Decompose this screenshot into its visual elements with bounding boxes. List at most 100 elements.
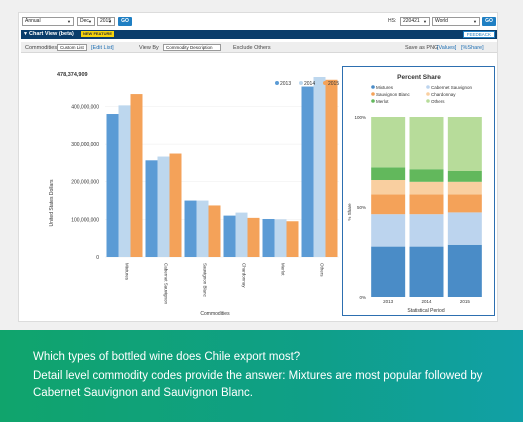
go-button[interactable]: GO — [118, 17, 132, 26]
stack-segment-Mixtures[interactable] — [371, 246, 406, 297]
bar-2015[interactable] — [208, 205, 221, 257]
chevron-down-icon: ▼ — [423, 19, 427, 24]
bar-2013[interactable] — [145, 160, 158, 257]
bar-2013[interactable] — [262, 218, 275, 257]
bar-2014[interactable] — [157, 156, 170, 257]
frequency-select[interactable]: Annual ▼ — [22, 17, 74, 26]
commodities-label: Commodities — [25, 45, 58, 51]
percent-share-panel: Percent Share Mixtures Cabernet Sauvignon… — [342, 66, 495, 316]
share-y-tick-label: 50% — [357, 205, 366, 210]
share-y-tick-label: 100% — [354, 115, 366, 120]
stack-segment-Others[interactable] — [447, 117, 482, 171]
bar-2014[interactable] — [118, 105, 131, 258]
share-y-tick-label: 0% — [359, 295, 366, 300]
x-axis-label: Commodities — [200, 311, 230, 317]
bar-2015[interactable] — [325, 79, 338, 257]
go-button-2[interactable]: GO — [482, 17, 496, 26]
y-tick-label: 300,000,000 — [71, 142, 99, 148]
y-tick-label: 100,000,000 — [71, 217, 99, 223]
bar-2013[interactable] — [106, 114, 119, 257]
share-legend-label: Merlot — [376, 99, 389, 104]
stack-segment-Others[interactable] — [371, 117, 406, 168]
chart-options-row: Commodities Custom List [Edit List] View… — [21, 42, 497, 53]
stack-segment-Merlot[interactable] — [409, 169, 444, 182]
share-legend-label: Cabernet Sauvignon — [431, 85, 473, 90]
share-legend-label: Chardonnay — [431, 92, 456, 97]
chevron-down-icon: ▼ — [67, 19, 71, 24]
share-legend-swatch — [426, 99, 430, 103]
stack-segment-Chardonnay[interactable] — [371, 180, 406, 195]
stack-segment-Sauvignon Blanc[interactable] — [447, 194, 482, 213]
chart-view-title: Chart View (beta) — [29, 31, 74, 37]
hs-code-value: 220421 — [403, 18, 420, 24]
bar-2015[interactable] — [286, 221, 299, 257]
bar-2013[interactable] — [223, 215, 236, 257]
bar-2015[interactable] — [169, 153, 182, 257]
caption-banner: Which types of bottled wine does Chile e… — [0, 330, 523, 422]
share-legend-label: Others — [431, 99, 445, 104]
view-by-label: View By — [139, 45, 159, 51]
share-x-tick-label: 2015 — [460, 299, 471, 304]
bar-2014[interactable] — [196, 200, 209, 257]
view-by-select[interactable]: Commodity Description — [163, 44, 221, 51]
partner-value: World — [435, 18, 448, 24]
bar-2014[interactable] — [313, 77, 326, 257]
percent-share-link[interactable]: [%Share] — [461, 45, 484, 51]
chevron-down-icon: ▼ — [108, 19, 112, 24]
stack-segment-Sauvignon Blanc[interactable] — [371, 194, 406, 215]
collapse-triangle-icon: ▼ — [23, 31, 28, 37]
share-legend-swatch — [426, 85, 430, 89]
stack-segment-Mixtures[interactable] — [447, 244, 482, 297]
stack-segment-Cabernet Sauvignon[interactable] — [371, 214, 406, 247]
x-tick-label: Chardonnay — [242, 263, 247, 288]
bar-2015[interactable] — [247, 217, 260, 257]
share-legend-swatch — [426, 92, 430, 96]
stack-segment-Chardonnay[interactable] — [409, 181, 444, 195]
share-x-axis-label: Statistical Period — [407, 308, 444, 314]
stack-segment-Cabernet Sauvignon[interactable] — [447, 212, 482, 245]
legend-swatch — [275, 81, 279, 85]
hs-code-select[interactable]: 220421 ▼ — [400, 17, 430, 26]
y-max-label: 478,374,909 — [57, 72, 88, 78]
year-select[interactable]: 2015 ▼ — [97, 17, 115, 26]
chevron-down-icon: ▼ — [473, 19, 477, 24]
stack-segment-Sauvignon Blanc[interactable] — [409, 194, 444, 215]
x-tick-label: Mixtures — [125, 263, 130, 281]
edit-list-link[interactable]: [Edit List] — [91, 45, 114, 51]
stack-segment-Others[interactable] — [409, 117, 444, 170]
share-y-axis-label: % Share — [347, 203, 352, 221]
stack-segment-Mixtures[interactable] — [409, 246, 444, 297]
exclude-others-toggle[interactable]: Exclude Others — [233, 45, 271, 51]
commodities-select[interactable]: Custom List — [57, 44, 87, 51]
frequency-value: Annual — [25, 18, 41, 24]
year-value: 2015 — [100, 18, 112, 24]
hs-label: HS: — [388, 18, 397, 24]
legend-label: 2015 — [328, 81, 339, 87]
stack-segment-Cabernet Sauvignon[interactable] — [409, 214, 444, 247]
stack-segment-Merlot[interactable] — [371, 167, 406, 180]
share-legend-label: Mixtures — [376, 85, 394, 90]
share-x-tick-label: 2014 — [421, 299, 432, 304]
new-feature-badge: NEW FEATURE — [81, 31, 115, 37]
y-tick-label: 200,000,000 — [71, 180, 99, 186]
x-tick-label: Merlot — [281, 263, 286, 276]
values-link[interactable]: [Values] — [437, 45, 457, 51]
stack-segment-Merlot[interactable] — [447, 171, 482, 182]
commodity-bar-chart: 0 100,000,000 200,000,000 300,000,000 400,00… — [49, 72, 339, 317]
bar-2013[interactable] — [301, 86, 314, 257]
month-value: Dec — [80, 18, 89, 24]
stack-segment-Chardonnay[interactable] — [447, 181, 482, 195]
chart-view-header[interactable]: ▼ Chart View (beta) NEW FEATURE FEEDBACK — [21, 30, 497, 39]
partner-select[interactable]: World ▼ — [432, 17, 480, 26]
legend-swatch — [299, 81, 303, 85]
bar-2013[interactable] — [184, 200, 197, 257]
bar-2015[interactable] — [130, 94, 143, 257]
share-x-tick-label: 2013 — [383, 299, 394, 304]
bar-2014[interactable] — [235, 212, 248, 257]
feedback-button[interactable]: FEEDBACK — [462, 31, 495, 38]
bar-2014[interactable] — [274, 219, 287, 257]
x-tick-label: Sauvignon Blanc — [203, 263, 208, 298]
banner-question: Which types of bottled wine does Chile e… — [33, 351, 301, 363]
y-tick-label: 0 — [96, 255, 99, 261]
month-select[interactable]: Dec ▼ — [77, 17, 95, 26]
